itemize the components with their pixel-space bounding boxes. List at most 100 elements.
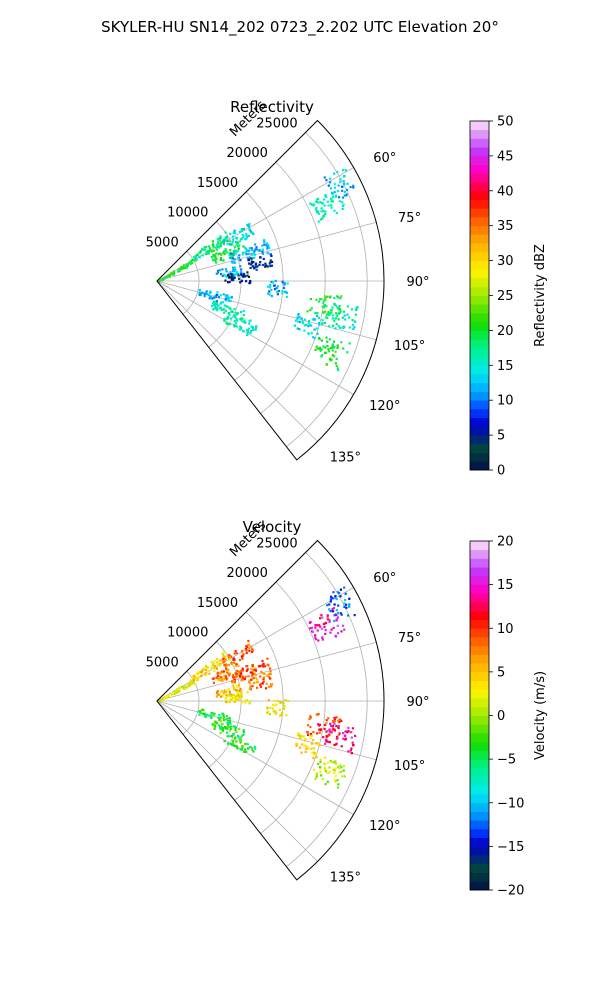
colorbar-segment bbox=[470, 278, 489, 288]
colorbar-segment bbox=[470, 619, 489, 629]
colorbar-segment bbox=[470, 129, 489, 139]
echo-cell bbox=[306, 713, 343, 741]
colorbar-segment bbox=[470, 602, 489, 612]
echo-cell bbox=[228, 238, 271, 264]
colorbar-segment bbox=[470, 382, 489, 392]
colorbar-segment bbox=[470, 706, 489, 716]
colorbar-segment bbox=[470, 312, 489, 323]
colorbar: −20 −15 −10 −5 0 5 10 15 20 Velocity (m/s) bbox=[469, 535, 548, 899]
colorbar-segment bbox=[470, 461, 489, 471]
colorbar-tick-label: 30 bbox=[497, 254, 514, 269]
colorbar-tick-label: 45 bbox=[497, 149, 514, 164]
azimuth-tick-label: 135° bbox=[330, 870, 361, 885]
colorbar-segment bbox=[470, 400, 489, 410]
colorbar-segment bbox=[470, 689, 489, 699]
range-tick-label: 25000 bbox=[256, 116, 297, 131]
colorbar-segment bbox=[470, 234, 489, 244]
colorbar-segment bbox=[470, 541, 489, 551]
colorbar-segment bbox=[470, 811, 489, 821]
colorbar-segment bbox=[470, 155, 489, 166]
azimuth-tick-label: 90° bbox=[406, 695, 429, 710]
colorbar-segment bbox=[470, 304, 489, 314]
colorbar-segment bbox=[470, 767, 489, 777]
colorbar-segment bbox=[470, 121, 489, 131]
azimuth-tick-label: 60° bbox=[373, 571, 396, 586]
colorbar-tick-label: 10 bbox=[497, 622, 514, 637]
colorbar-segment bbox=[470, 339, 489, 349]
range-ring bbox=[234, 191, 284, 381]
colorbar-tick-label: 40 bbox=[497, 184, 514, 199]
azimuth-gridline bbox=[156, 700, 318, 862]
colorbar-segment bbox=[470, 575, 489, 586]
colorbar-segment bbox=[470, 251, 489, 262]
colorbar-tick-label: −10 bbox=[497, 796, 524, 811]
colorbar-segment bbox=[470, 243, 489, 253]
colorbar-segment bbox=[470, 443, 489, 453]
echo-cell bbox=[326, 586, 356, 623]
colorbar-segment bbox=[470, 286, 489, 296]
colorbar-segment bbox=[470, 820, 489, 830]
colorbar-segment bbox=[470, 347, 489, 357]
colorbar-segment bbox=[470, 732, 489, 743]
colorbar-segment bbox=[470, 216, 489, 227]
colorbar-segment bbox=[470, 872, 489, 882]
azimuth-gridline bbox=[156, 700, 377, 761]
colorbar-segment bbox=[470, 269, 489, 279]
colorbar-segment bbox=[470, 164, 489, 174]
colorbar-segment bbox=[470, 199, 489, 209]
range-tick-label: 20000 bbox=[227, 566, 268, 581]
echo-cell bbox=[267, 279, 289, 298]
colorbar-segment bbox=[470, 452, 489, 462]
echo-cell bbox=[198, 708, 232, 727]
echo-cell bbox=[323, 169, 355, 199]
azimuth-gridline bbox=[156, 280, 318, 442]
colorbar-segment bbox=[470, 636, 489, 647]
colorbar-segment bbox=[470, 549, 489, 559]
colorbar-segment bbox=[470, 356, 489, 366]
colorbar-segment bbox=[470, 837, 489, 847]
range-tick-label: 15000 bbox=[197, 176, 238, 191]
colorbar-segment bbox=[470, 750, 489, 760]
sector-outline bbox=[156, 539, 385, 881]
colorbar-segment bbox=[470, 417, 489, 427]
colorbar-label: Reflectivity dBZ bbox=[533, 244, 548, 347]
colorbar-segment bbox=[470, 802, 489, 812]
colorbar-segment bbox=[470, 724, 489, 734]
echo-cell bbox=[322, 722, 357, 755]
colorbar-segment bbox=[470, 863, 489, 873]
panel-title: Velocity bbox=[243, 518, 302, 536]
colorbar-segment bbox=[470, 408, 489, 419]
range-tick-label: 10000 bbox=[167, 206, 208, 221]
colorbar-segment bbox=[470, 391, 489, 401]
echo-cell bbox=[224, 691, 252, 705]
colorbar-tick-label: 35 bbox=[497, 219, 514, 234]
echo-cell bbox=[293, 313, 321, 340]
figure-title: SKYLER-HU SN14_202 0723_2.202 UTC Elevat… bbox=[101, 18, 499, 37]
colorbar-tick-label: 0 bbox=[497, 709, 505, 724]
colorbar-tick-label: −20 bbox=[497, 884, 524, 899]
colorbar-tick-label: 25 bbox=[497, 289, 514, 304]
colorbar-segment bbox=[470, 593, 489, 603]
echo-cell bbox=[312, 756, 347, 789]
colorbar-segment bbox=[470, 680, 489, 690]
echo-cell bbox=[191, 651, 232, 682]
colorbar-segment bbox=[470, 855, 489, 865]
echo-cell bbox=[198, 288, 233, 304]
colorbar-tick-label: 5 bbox=[497, 429, 505, 444]
azimuth-tick-label: 75° bbox=[398, 631, 421, 646]
range-tick-label: 5000 bbox=[146, 655, 179, 670]
colorbar-segment bbox=[470, 741, 489, 751]
range-ring bbox=[286, 552, 368, 867]
colorbar-segment bbox=[470, 182, 489, 192]
echo-cell bbox=[210, 300, 245, 322]
colorbar-tick-label: −15 bbox=[497, 840, 524, 855]
colorbar-segment bbox=[470, 147, 489, 157]
range-ring bbox=[182, 250, 200, 315]
azimuth-gridline bbox=[156, 221, 377, 282]
azimuth-tick-label: 120° bbox=[369, 399, 400, 414]
echo-cell bbox=[215, 265, 243, 279]
echo-cell bbox=[314, 336, 351, 372]
colorbar-segment bbox=[470, 426, 489, 436]
azimuth-tick-label: 60° bbox=[373, 151, 396, 166]
